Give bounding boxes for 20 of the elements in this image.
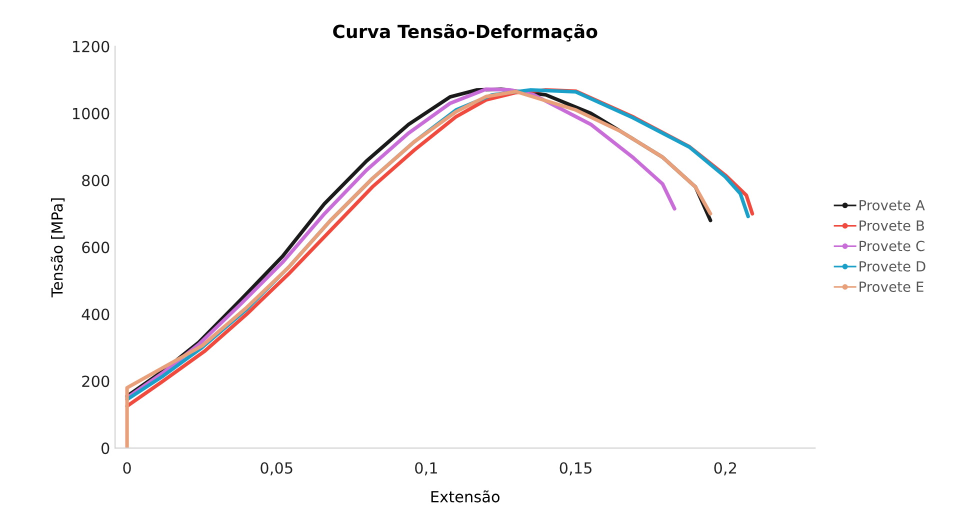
y-tick-label: 800 [82, 174, 110, 186]
x-axis-title: Extensão [431, 490, 500, 502]
y-tick-label: 600 [82, 242, 110, 254]
y-tick-label: 400 [82, 308, 110, 320]
legend-label: Provete C [860, 240, 924, 252]
y-axis-title: Tensão [MPa] [50, 198, 65, 298]
legend-label: Provete E [860, 282, 924, 292]
legend-label: Provete B [860, 220, 924, 231]
x-tick-label: 0,1 [415, 462, 437, 476]
y-tick-label: 1200 [73, 40, 110, 52]
x-tick-label: 0,2 [714, 462, 736, 476]
y-tick-label: 0 [102, 442, 110, 454]
x-tick-label: 0 [123, 462, 131, 474]
y-tick-label: 200 [82, 376, 110, 388]
chart-title: Curva Tensão-Deformação [333, 24, 598, 42]
legend-label: Provete A [860, 200, 925, 210]
x-tick-label: 0,05 [260, 462, 292, 476]
y-tick-label: 1000 [73, 108, 110, 120]
x-tick-label: 0,15 [560, 462, 592, 476]
legend-label: Provete D [860, 261, 926, 272]
